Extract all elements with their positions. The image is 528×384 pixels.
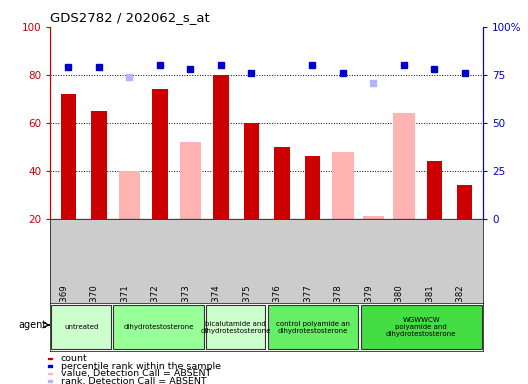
Bar bbox=[332, 152, 354, 219]
Bar bbox=[113, 305, 204, 349]
Text: count: count bbox=[61, 354, 88, 363]
Bar bbox=[305, 157, 320, 219]
Bar bbox=[206, 305, 266, 349]
Bar bbox=[119, 171, 140, 219]
Bar bbox=[363, 217, 384, 219]
Text: rank, Detection Call = ABSENT: rank, Detection Call = ABSENT bbox=[61, 377, 206, 384]
Text: dihydrotestosterone: dihydrotestosterone bbox=[123, 324, 194, 330]
Bar bbox=[180, 142, 201, 219]
Text: untreated: untreated bbox=[64, 324, 98, 330]
Text: WGWWCW
polyamide and
dihydrotestosterone: WGWWCW polyamide and dihydrotestosterone bbox=[386, 317, 457, 338]
Bar bbox=[49, 373, 52, 374]
Text: bicalutamide and
dihydrotestosterone: bicalutamide and dihydrotestosterone bbox=[201, 321, 271, 334]
Bar bbox=[49, 380, 52, 382]
Bar bbox=[152, 89, 167, 219]
Bar bbox=[51, 305, 111, 349]
Bar bbox=[91, 111, 107, 219]
Bar bbox=[268, 305, 358, 349]
Text: control polyamide an
dihydrotestosterone: control polyamide an dihydrotestosterone bbox=[276, 321, 350, 334]
Bar bbox=[427, 161, 442, 219]
Text: value, Detection Call = ABSENT: value, Detection Call = ABSENT bbox=[61, 369, 211, 378]
Bar bbox=[213, 75, 229, 219]
Bar bbox=[393, 113, 414, 219]
Bar bbox=[61, 94, 76, 219]
Text: GDS2782 / 202062_s_at: GDS2782 / 202062_s_at bbox=[50, 12, 210, 25]
Bar bbox=[49, 365, 52, 367]
Bar bbox=[49, 358, 52, 359]
Bar bbox=[244, 123, 259, 219]
Bar bbox=[457, 185, 473, 219]
Text: percentile rank within the sample: percentile rank within the sample bbox=[61, 362, 221, 371]
Bar bbox=[274, 147, 289, 219]
Bar bbox=[361, 305, 482, 349]
Text: agent: agent bbox=[18, 320, 46, 330]
